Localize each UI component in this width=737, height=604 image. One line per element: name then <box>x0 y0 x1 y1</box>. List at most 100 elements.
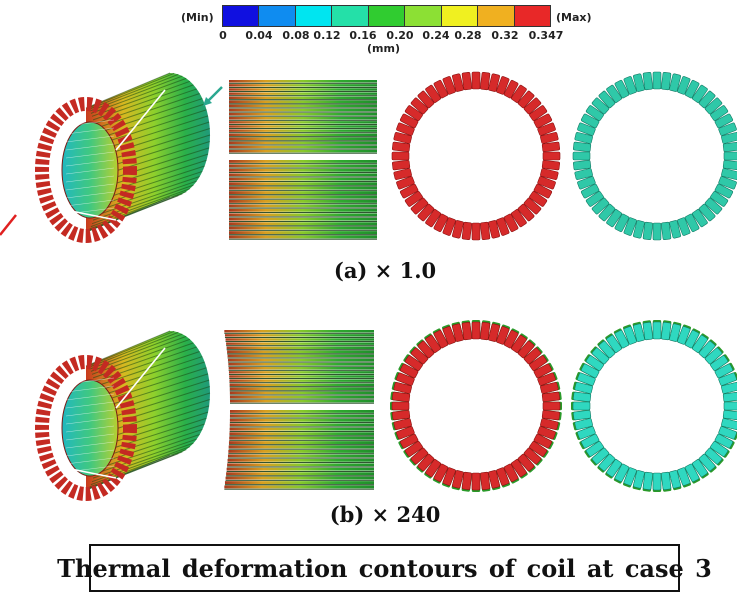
ring-conductor <box>722 391 737 403</box>
ring-conductor <box>572 401 591 411</box>
ring-conductor <box>614 463 630 483</box>
ring-conductor <box>598 340 616 359</box>
ring-conductor <box>529 105 548 121</box>
side-conductor-strip <box>229 387 374 391</box>
ring-conductor <box>714 113 734 129</box>
side-conductor-strip <box>229 217 377 221</box>
side-conductor-strip <box>229 182 377 186</box>
side-conductor-strip <box>226 342 374 345</box>
ring-conductor <box>511 459 527 478</box>
view-arrow-back-head <box>203 97 212 106</box>
legend-swatch <box>514 6 550 26</box>
coil-conductor-line <box>96 109 207 146</box>
coil-inner-line <box>65 143 115 151</box>
ring-conductor <box>425 334 441 353</box>
ring-conductor <box>417 453 435 472</box>
ring-conductor <box>652 222 662 241</box>
side-conductor-strip <box>229 418 374 422</box>
side-conductor-strip <box>229 117 377 120</box>
ring-conductor <box>591 447 610 465</box>
ring-conductor <box>537 176 556 190</box>
coil-seam-line <box>65 209 117 221</box>
ring-conductor <box>614 213 630 233</box>
ring-conductor <box>496 326 510 345</box>
coil-inner-line <box>65 135 115 143</box>
ring-conductor <box>541 159 560 171</box>
coil-conductor-line <box>91 338 191 375</box>
ring-conductor <box>623 326 637 345</box>
ring-conductor <box>517 453 535 472</box>
ring-conductor <box>442 76 456 95</box>
ring-conductor <box>623 467 637 486</box>
coil-conductor-line <box>93 180 197 217</box>
legend-swatch <box>332 6 369 26</box>
coil-inner-line <box>65 417 115 425</box>
ring-conductor <box>684 329 700 349</box>
ring-conductor <box>714 183 734 199</box>
ring-conductor <box>503 329 519 349</box>
coil-seam-line <box>115 347 166 409</box>
ring-conductor <box>461 221 473 240</box>
ring-conductor <box>722 141 737 153</box>
ring-conductor <box>392 391 411 403</box>
side-conductor-strip <box>229 410 374 413</box>
ring-conductor <box>393 132 412 144</box>
legend-swatch <box>405 6 442 26</box>
legend-color-bar <box>222 5 551 27</box>
ring-conductor <box>692 459 708 478</box>
side-conductor-strip <box>229 395 374 399</box>
side-conductor-strip <box>229 399 374 403</box>
side-conductor-strip <box>225 476 374 480</box>
ring-conductor <box>471 472 481 491</box>
coil-isometric-view-b <box>35 330 211 501</box>
legend-swatch <box>259 6 296 26</box>
ring-conductor <box>580 433 600 449</box>
coil-conductor-line <box>97 373 209 410</box>
side-conductor-strip <box>229 104 377 108</box>
ring-conductor <box>417 203 435 222</box>
coil-conductor-line <box>87 330 175 367</box>
ring-conductor <box>721 132 737 144</box>
side-conductor-strip <box>229 379 374 382</box>
side-conductor-strip <box>229 213 377 217</box>
ring-conductor <box>479 221 491 240</box>
ring-conductor <box>396 176 415 190</box>
ring-conductor <box>433 79 449 99</box>
side-conductor-strip <box>229 177 377 181</box>
ring-conductor <box>684 463 700 483</box>
ring-conductor <box>698 203 716 222</box>
coil-inner-line <box>65 465 115 473</box>
side-conductor-strip <box>229 432 374 436</box>
legend-min-label: (Min) <box>181 11 214 24</box>
side-conductor-strip <box>229 191 377 194</box>
coil-inner-line <box>65 457 115 465</box>
ring-conductor <box>410 97 429 115</box>
legend-swatch <box>295 6 333 26</box>
coil-side-view-a <box>229 80 377 240</box>
side-conductor-strip <box>229 173 377 177</box>
ring-conductor <box>425 209 441 228</box>
ring-conductor <box>642 72 654 91</box>
side-conductor-strip <box>228 441 374 444</box>
ring-conductor <box>704 197 723 215</box>
ring-conductor <box>718 372 737 386</box>
ring-conductor <box>442 467 456 486</box>
coil-conductor-line <box>96 361 205 398</box>
side-conductor-strip <box>229 204 377 208</box>
side-conductor-strip <box>228 371 374 374</box>
ring-conductor <box>542 151 561 161</box>
coil-inner-line <box>65 433 115 441</box>
coil-isometric-view-a <box>0 72 223 243</box>
ring-conductor <box>677 467 691 486</box>
ring-conductor <box>537 372 556 386</box>
legend-swatch <box>441 6 479 26</box>
side-conductor-strip <box>229 423 374 427</box>
ring-conductor <box>574 418 593 430</box>
ring-conductor <box>461 72 473 91</box>
legend-swatch <box>223 6 260 26</box>
ring-conductor <box>698 340 716 359</box>
side-conductor-strip <box>227 454 374 458</box>
side-conductor-strip <box>226 346 374 349</box>
side-conductor-strip <box>229 129 377 132</box>
ring-conductor <box>479 72 491 91</box>
